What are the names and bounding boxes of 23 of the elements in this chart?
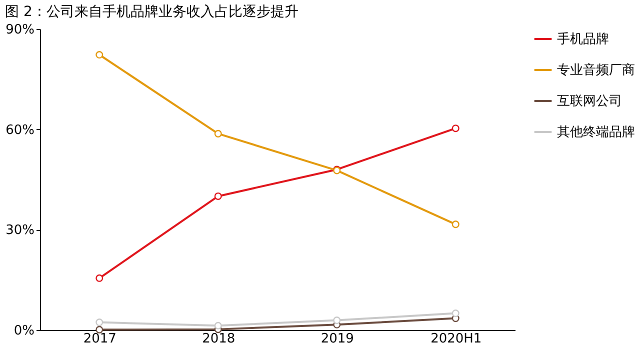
- chart-title: 图 2：公司来自手机品牌业务收入占比逐步提升: [5, 4, 298, 20]
- legend-label: 其他终端品牌: [557, 125, 635, 140]
- x-tick-label: 2020H1: [430, 332, 482, 346]
- legend-label: 专业音频厂商: [557, 63, 635, 78]
- y-tick-label: 90%: [6, 22, 34, 38]
- y-tick-label: 0%: [14, 324, 34, 338]
- x-tick-label: 2018: [202, 332, 236, 346]
- point: [452, 220, 460, 228]
- legend-label: 互联网公司: [557, 94, 622, 109]
- legend-label: 手机品牌: [557, 32, 609, 47]
- point: [452, 124, 460, 132]
- point: [452, 310, 460, 318]
- y-tick-label: 60%: [6, 122, 34, 138]
- x-tick-label: 2017: [83, 332, 116, 346]
- point: [214, 130, 222, 138]
- x-tick-label: 2019: [320, 332, 354, 346]
- point: [214, 322, 222, 330]
- point: [96, 318, 104, 326]
- y-tick-label: 30%: [6, 223, 34, 238]
- point: [333, 316, 341, 324]
- point: [96, 274, 104, 282]
- point: [214, 192, 222, 200]
- point: [96, 50, 104, 59]
